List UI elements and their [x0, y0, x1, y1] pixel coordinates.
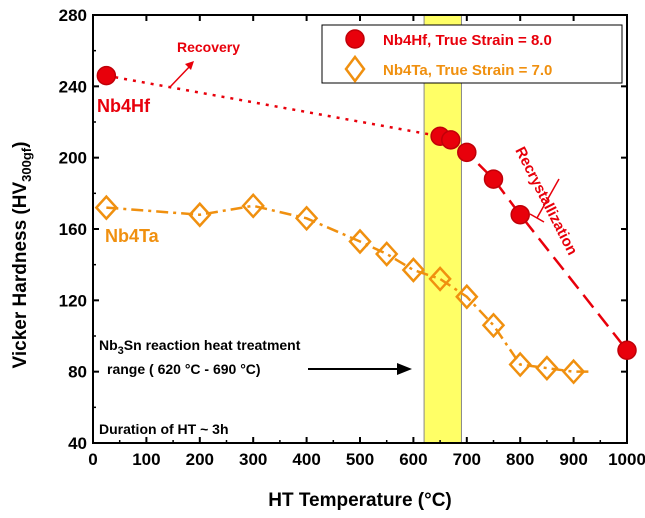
legend-marker-nb4hf: [345, 29, 365, 49]
x-tick-label: 200: [186, 450, 214, 469]
x-tick-label: 700: [453, 450, 481, 469]
y-axis-title-sub: 300gf: [19, 147, 34, 182]
reaction-sub-3: 3: [118, 345, 124, 357]
x-tick-label: 900: [559, 450, 587, 469]
legend-label-nb4ta: Nb4Ta, True Strain = 7.0: [383, 62, 552, 79]
label-nb4ta: Nb4Ta: [105, 226, 160, 246]
y-tick-label: 280: [59, 6, 87, 25]
label-reaction-line2: range ( 620 °C - 690 °C): [107, 361, 261, 377]
x-tick-label: 800: [506, 450, 534, 469]
x-tick-label: 1000: [608, 450, 645, 469]
shaded-region: [423, 14, 462, 444]
point-nb4ta: [348, 228, 372, 255]
x-axis-title: HT Temperature (°C): [268, 490, 452, 511]
legend-box: [321, 24, 623, 84]
legend: Nb4Hf, True Strain = 8.0 Nb4Ta, True Str…: [321, 24, 623, 84]
point-nb4ta: [375, 241, 399, 267]
point-nb4ta: [294, 205, 319, 232]
x-tick-label: 100: [132, 450, 160, 469]
point-nb4ta: [535, 355, 559, 381]
data-series: [94, 65, 637, 385]
recovery-arrow: [169, 61, 194, 88]
point-nb4hf: [457, 142, 477, 163]
reaction-rest: Sn reaction heat treatment: [124, 337, 301, 353]
reaction-range-shading: [423, 14, 462, 444]
axis-ticks: 0 100 200 300 400 500 600 700 800 900 1000 40 80 120 1…: [59, 6, 645, 469]
point-nb4hf: [510, 204, 530, 225]
x-tick-label: 500: [346, 450, 374, 469]
label-recovery: Recovery: [177, 39, 240, 55]
y-tick-label: 80: [68, 363, 87, 382]
label-nb4hf: Nb4Hf: [97, 96, 151, 116]
y-tick-label: 40: [68, 434, 87, 453]
point-nb4ta: [188, 201, 212, 228]
reaction-arrow: [308, 363, 412, 375]
point-nb4hf: [483, 169, 504, 189]
point-nb4ta: [455, 283, 479, 310]
x-tick-label: 300: [239, 450, 267, 469]
label-reaction-line1: Nb3Sn reaction heat treatment: [99, 337, 301, 357]
trend-nb4hf-recovery: [106, 74, 441, 138]
point-nb4ta: [241, 192, 265, 219]
legend-label-nb4hf: Nb4Hf, True Strain = 8.0: [383, 32, 552, 49]
y-tick-label: 200: [59, 149, 87, 168]
reaction-nb: Nb: [99, 337, 118, 353]
point-nb4ta: [481, 312, 506, 339]
y-tick-label: 240: [59, 77, 87, 96]
y-axis-title-close: ): [10, 142, 31, 148]
x-tick-label: 0: [88, 450, 97, 469]
x-tick-label: 600: [399, 450, 427, 469]
legend-marker-nb4ta: [344, 54, 366, 84]
x-tick-label: 400: [292, 450, 320, 469]
point-nb4ta: [94, 194, 119, 221]
y-axis-title: Vicker Hardness (HV300gf): [10, 142, 34, 369]
point-nb4hf: [441, 130, 461, 150]
label-duration: Duration of HT ~ 3h: [99, 421, 229, 437]
point-nb4ta: [561, 358, 586, 385]
point-nb4ta: [401, 257, 426, 283]
y-tick-label: 120: [59, 291, 87, 310]
y-axis-title-main: Vicker Hardness (HV: [10, 182, 31, 369]
point-nb4hf: [617, 340, 637, 361]
recrystallization-arrow: [529, 178, 560, 223]
point-nb4ta: [428, 266, 452, 292]
y-tick-label: 160: [59, 220, 87, 239]
point-nb4hf: [96, 65, 117, 86]
point-nb4ta: [508, 351, 532, 378]
